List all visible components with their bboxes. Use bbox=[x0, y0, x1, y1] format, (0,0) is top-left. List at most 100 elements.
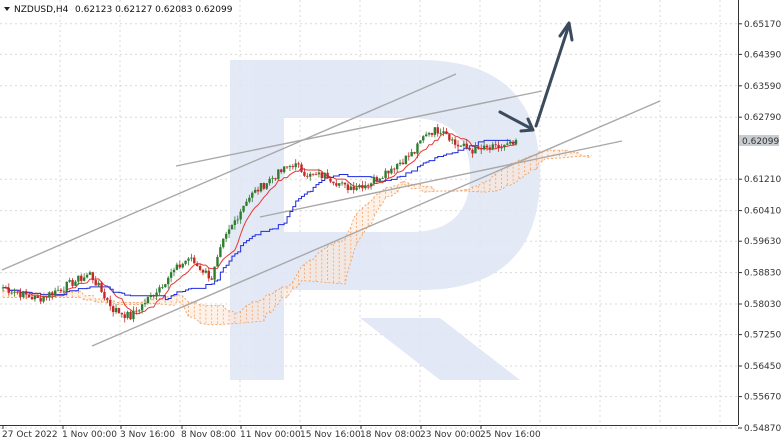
candle-body bbox=[340, 182, 344, 184]
candle-body bbox=[245, 201, 248, 206]
candle-body bbox=[297, 163, 300, 165]
candle-body bbox=[48, 292, 51, 298]
candle-body bbox=[381, 178, 384, 179]
cloud-fill bbox=[3, 150, 592, 325]
candle-body bbox=[465, 143, 468, 148]
candle-body bbox=[149, 295, 153, 298]
candle-body bbox=[361, 185, 364, 189]
candle-body bbox=[16, 291, 19, 293]
price-tick-label: 0.62790 bbox=[744, 113, 781, 123]
ohlc-values: 0.62123 0.62127 0.62083 0.62099 bbox=[75, 5, 233, 15]
trend-line-lower-short bbox=[259, 140, 623, 218]
candle-body bbox=[172, 269, 176, 273]
candle-body bbox=[239, 211, 242, 220]
candle-body bbox=[332, 181, 335, 184]
time-tick-label: 8 Nov 08:00 bbox=[181, 430, 236, 440]
candle-body bbox=[268, 178, 271, 184]
candle-body bbox=[410, 152, 413, 157]
candle-body bbox=[30, 297, 34, 300]
candle-body bbox=[164, 284, 167, 288]
candle-body bbox=[7, 287, 10, 293]
candle-body bbox=[181, 263, 184, 268]
candle-body bbox=[488, 147, 492, 150]
time-tick-label: 18 Nov 08:00 bbox=[360, 430, 421, 440]
candle-body bbox=[317, 172, 321, 175]
candle-body bbox=[511, 141, 515, 145]
candle-body bbox=[242, 205, 245, 212]
candle-body bbox=[227, 229, 231, 234]
candle-body bbox=[338, 183, 341, 186]
candle-body bbox=[506, 143, 509, 145]
candle-body bbox=[187, 258, 190, 261]
candle-body bbox=[413, 152, 416, 154]
candle-body bbox=[56, 289, 60, 291]
candle-body bbox=[207, 270, 210, 279]
candle-body bbox=[94, 280, 97, 286]
candle-body bbox=[477, 146, 480, 149]
tenkan-sen-line bbox=[2, 131, 517, 315]
price-tick-label: 0.60410 bbox=[744, 207, 781, 217]
candle-body bbox=[277, 169, 280, 180]
candle-body bbox=[251, 192, 254, 198]
candle-body bbox=[404, 155, 408, 165]
candle-body bbox=[427, 133, 431, 135]
candle-body bbox=[407, 155, 410, 157]
candle-body bbox=[248, 197, 251, 202]
price-tick-label: 0.54870 bbox=[744, 424, 781, 434]
candle-body bbox=[323, 172, 326, 179]
price-tick-label: 0.64390 bbox=[744, 50, 781, 60]
candle-body bbox=[424, 134, 428, 137]
candle-body bbox=[474, 146, 477, 154]
candle-body bbox=[74, 281, 77, 286]
candle-body bbox=[51, 292, 54, 296]
candle-body bbox=[201, 269, 205, 273]
candle-body bbox=[442, 131, 445, 133]
candle-body bbox=[311, 173, 315, 175]
candle-body bbox=[387, 170, 390, 174]
candle-body bbox=[485, 145, 489, 148]
candle-body bbox=[91, 272, 95, 281]
candle-body bbox=[233, 220, 237, 225]
candle-body bbox=[120, 312, 124, 315]
candle-body bbox=[422, 136, 425, 141]
time-tick-label: 27 Oct 2022 bbox=[2, 430, 58, 440]
candle-body bbox=[282, 166, 286, 173]
trend-line-upper-channel bbox=[1, 73, 457, 271]
candle-body bbox=[135, 310, 138, 312]
candle-body bbox=[393, 168, 396, 170]
candle-body bbox=[22, 291, 25, 298]
candle-body bbox=[375, 177, 379, 181]
candle-body bbox=[210, 278, 213, 280]
candle-body bbox=[398, 162, 402, 165]
candle-body bbox=[436, 127, 439, 134]
time-tick-label: 23 Nov 00:00 bbox=[420, 430, 481, 440]
candle-body bbox=[62, 290, 66, 292]
candle-body bbox=[13, 291, 16, 293]
price-tick-label: 0.57250 bbox=[744, 331, 781, 341]
candle-body bbox=[100, 282, 103, 292]
candle-body bbox=[253, 189, 257, 193]
candle-body bbox=[500, 147, 503, 149]
candle-body bbox=[123, 314, 126, 318]
candle-body bbox=[419, 140, 422, 144]
candle-body bbox=[390, 168, 393, 174]
candle-body bbox=[509, 141, 512, 144]
candle-body bbox=[193, 257, 196, 264]
candle-body bbox=[82, 277, 86, 281]
candle-body bbox=[314, 173, 318, 175]
trend-line-upper-short bbox=[175, 90, 543, 167]
candle-body bbox=[471, 149, 474, 154]
candle-body bbox=[285, 166, 289, 168]
candle-body bbox=[109, 299, 112, 307]
price-tick-label: 0.61210 bbox=[744, 175, 781, 185]
forecast-arrow-down-segment bbox=[498, 110, 532, 130]
candle-body bbox=[204, 270, 208, 273]
symbol-label: NZDUSD,H4 bbox=[14, 5, 69, 15]
candle-body bbox=[439, 132, 442, 134]
candle-body bbox=[1, 287, 5, 289]
dropdown-triangle-icon[interactable] bbox=[4, 7, 10, 11]
candle-body bbox=[114, 308, 118, 313]
candle-body bbox=[143, 303, 147, 305]
time-tick-label: 3 Nov 16:00 bbox=[120, 430, 175, 440]
candle-body bbox=[184, 260, 187, 264]
